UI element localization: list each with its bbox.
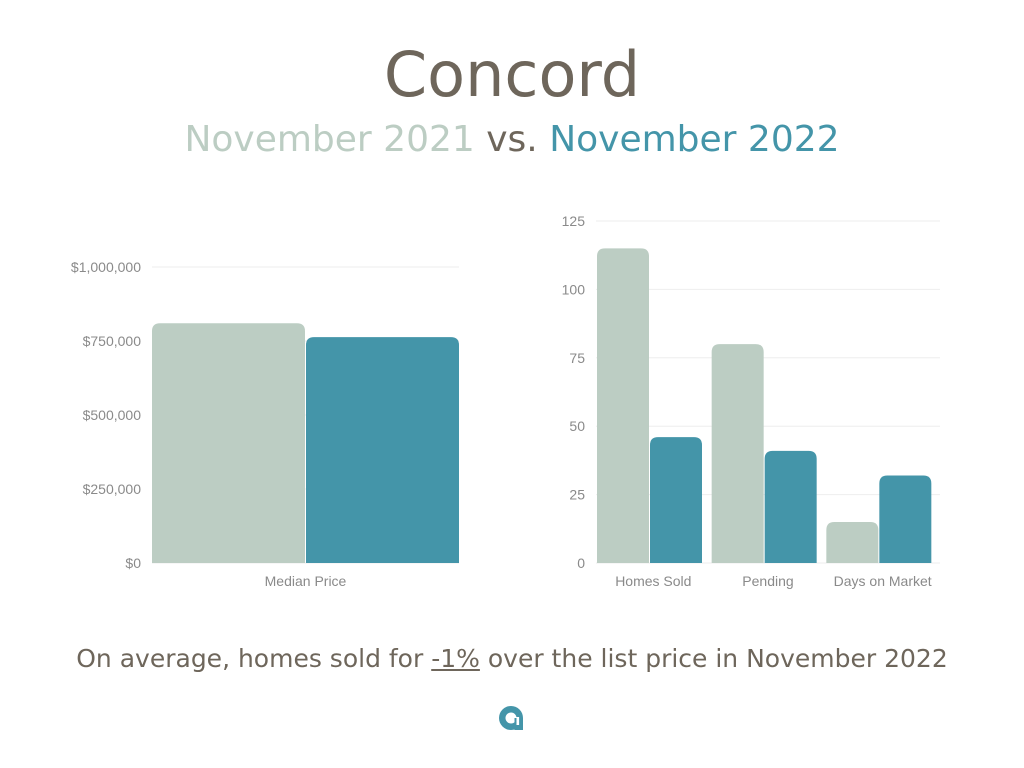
x-tick-label: Pending [742,573,793,589]
bar [306,337,459,563]
period-a-label: November 2021 [184,119,475,160]
median-price-chart: $0 $250,000 $500,000 $750,000 $1,000,000 Medi… [71,259,459,589]
footnote-percent: -1% [431,644,480,673]
y-tick-label: $500,000 [83,407,142,423]
x-tick-label: Days on Market [834,573,932,589]
y-tick-label: $0 [125,555,141,571]
y-tick-label: 75 [569,350,585,366]
y-tick-label: $250,000 [83,481,142,497]
bar [597,248,649,564]
period-b-label: November 2022 [549,119,840,160]
activity-chart: 0 25 50 75 100 125 Homes Sold Pending Days on Ma… [562,213,940,589]
vs-label: vs. [486,119,538,160]
page-subtitle: November 2021 vs. November 2022 [0,118,1024,161]
y-tick-label: 125 [562,213,586,229]
agent-logo-icon [499,706,523,730]
footnote-suffix: over the list price in November 2022 [487,644,948,673]
bar [650,437,702,563]
bar [152,323,305,563]
y-tick-label: 100 [562,281,586,297]
y-tick-label: $750,000 [83,333,142,349]
bar [764,450,817,563]
page-title: Concord [383,38,641,111]
x-tick-label: Median Price [265,573,347,589]
footnote-prefix: On average, homes sold for [76,644,424,673]
bar [826,521,879,563]
y-tick-label: 0 [577,555,585,571]
y-tick-label: 25 [569,487,585,503]
bar [711,344,764,563]
bar [879,475,932,563]
y-tick-label: 50 [569,418,585,434]
y-tick-label: $1,000,000 [71,259,141,275]
x-tick-label: Homes Sold [615,573,691,589]
footnote: On average, homes sold for -1% over the … [0,644,1024,673]
